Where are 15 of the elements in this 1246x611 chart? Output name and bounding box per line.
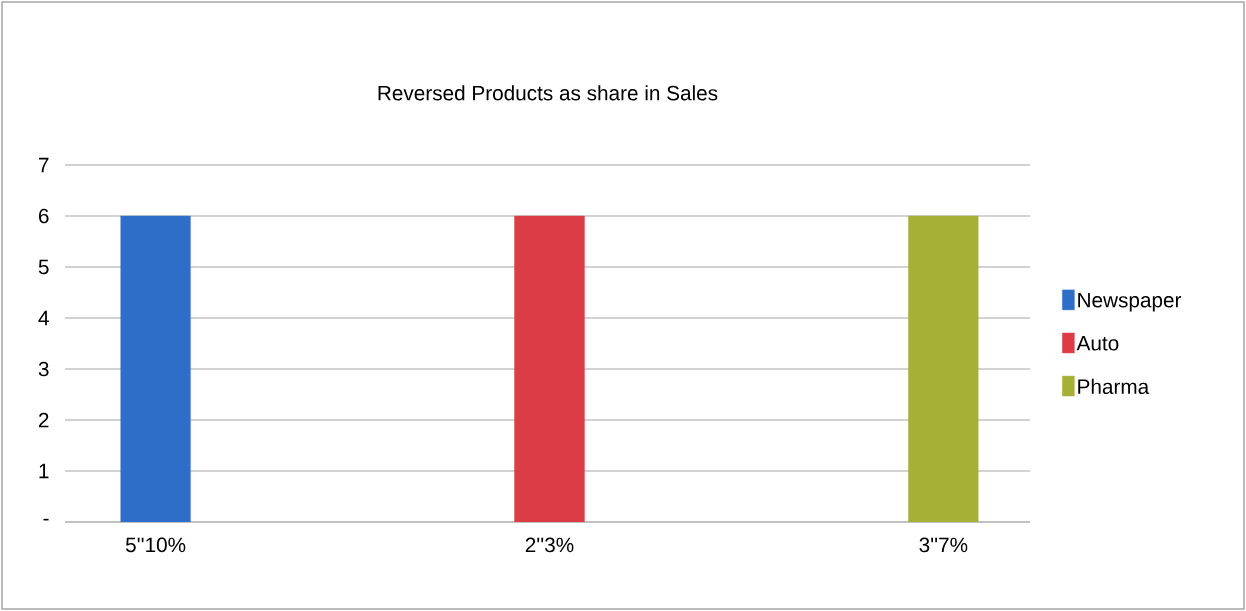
y-tick-label: 4 [38, 310, 49, 326]
y-tick-label: 7 [39, 157, 49, 173]
y-tick-label: 5 [38, 259, 49, 275]
y-tick-label: - [43, 518, 49, 521]
y-tick-label: 1 [39, 463, 49, 479]
legend-label: Pharma [1078, 378, 1150, 395]
x-tick-label: 5''10% [125, 537, 186, 553]
x-tick-label: 3''7% [919, 537, 968, 553]
legend-label: Newspaper [1078, 293, 1182, 312]
x-tick-label: 2''3% [525, 537, 574, 553]
y-tick-label: 3 [38, 361, 49, 377]
y-tick-label: 2 [38, 412, 49, 428]
legend-label: Auto [1076, 336, 1119, 351]
y-tick-label: 6 [38, 208, 49, 224]
chart-title: Reversed Products as share in Sales [378, 85, 718, 101]
